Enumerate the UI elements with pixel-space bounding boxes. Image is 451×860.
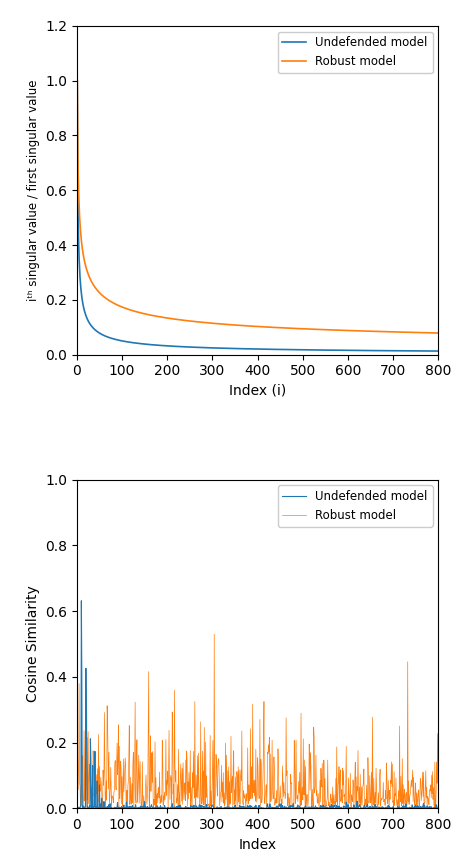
Robust model (304, 324, 309, 335)
Undefended model (97, 802, 102, 813)
Undefended model (74, 76, 80, 86)
Line: Robust model: Robust model (77, 81, 437, 333)
Robust model (74, 76, 80, 86)
Robust model (74, 801, 80, 811)
Undefended model (284, 803, 290, 814)
Undefended model (304, 345, 309, 355)
Robust model (293, 323, 299, 334)
Undefended model (435, 346, 440, 356)
Robust model (386, 803, 391, 814)
Undefended model (348, 803, 354, 814)
Robust model (304, 802, 310, 813)
Undefended model (294, 802, 299, 813)
Robust model (294, 794, 299, 804)
Undefended model (74, 802, 80, 813)
Robust model (348, 789, 354, 800)
Undefended model (97, 328, 102, 338)
Robust model (352, 803, 358, 814)
Robust model (284, 801, 290, 811)
Robust model (284, 322, 289, 333)
Line: Undefended model: Undefended model (77, 81, 437, 351)
Undefended model (348, 345, 353, 355)
Undefended model (435, 802, 440, 813)
Undefended model (385, 803, 391, 814)
Line: Undefended model: Undefended model (77, 601, 437, 808)
X-axis label: Index: Index (238, 838, 276, 851)
Undefended model (78, 596, 84, 606)
Undefended model (385, 346, 390, 356)
Robust model (211, 629, 216, 639)
Robust model (435, 328, 440, 338)
Y-axis label: Cosine Similarity: Cosine Similarity (26, 586, 40, 703)
Robust model (348, 325, 353, 335)
Undefended model (416, 803, 421, 814)
Robust model (97, 287, 102, 298)
Y-axis label: iᵗʰ singular value / first singular value: iᵗʰ singular value / first singular valu… (27, 79, 40, 301)
Robust model (97, 761, 102, 771)
Legend: Undefended model, Robust model: Undefended model, Robust model (277, 32, 432, 73)
Robust model (435, 793, 440, 803)
Robust model (385, 327, 390, 337)
Line: Robust model: Robust model (77, 634, 437, 808)
Undefended model (293, 345, 299, 355)
X-axis label: Index (i): Index (i) (229, 384, 285, 398)
Legend: Undefended model, Robust model: Undefended model, Robust model (277, 486, 432, 527)
Undefended model (284, 344, 289, 354)
Undefended model (304, 803, 310, 814)
